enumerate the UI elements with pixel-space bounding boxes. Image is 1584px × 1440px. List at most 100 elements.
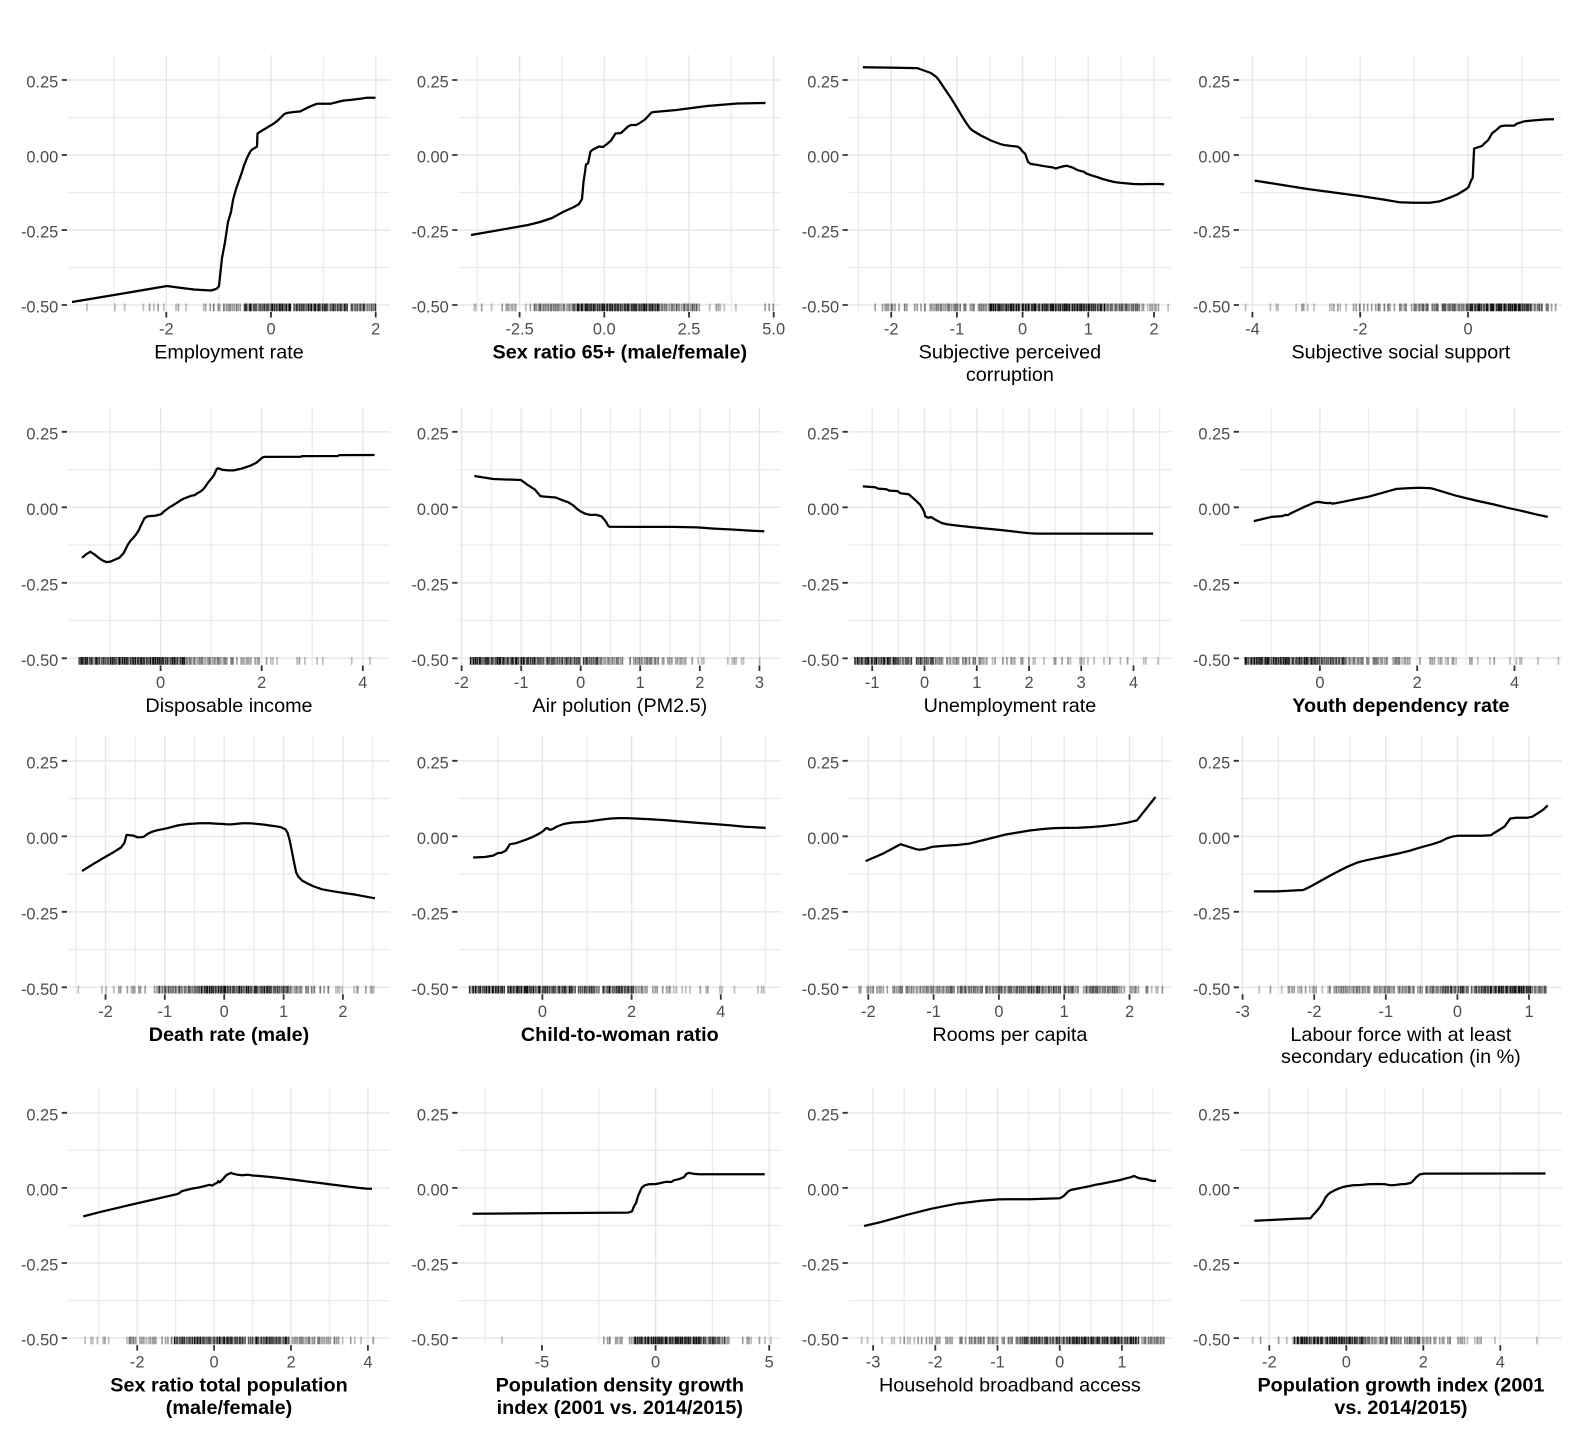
svg-text:-2: -2 [884,321,899,339]
svg-text:-2: -2 [861,1003,876,1021]
svg-text:0: 0 [1453,1003,1462,1021]
svg-text:-0.50: -0.50 [1193,981,1230,999]
svg-text:-3: -3 [1235,1003,1250,1021]
svg-text:-2: -2 [98,1003,113,1021]
svg-text:-0.25: -0.25 [802,224,839,242]
svg-text:-0.50: -0.50 [21,299,58,317]
svg-text:0.25: 0.25 [26,425,58,443]
svg-text:-1: -1 [865,674,880,692]
svg-text:0.00: 0.00 [26,1182,58,1200]
svg-text:0: 0 [651,1354,660,1372]
svg-text:-0.25: -0.25 [1193,905,1230,923]
svg-text:-0.25: -0.25 [411,905,448,923]
svg-text:(male/female): (male/female) [166,1397,292,1419]
svg-text:2: 2 [1413,674,1422,692]
svg-text:0.00: 0.00 [417,830,449,848]
svg-text:-0.50: -0.50 [802,1332,839,1350]
svg-text:0.00: 0.00 [26,149,58,167]
svg-text:0.25: 0.25 [807,74,839,92]
svg-text:0: 0 [156,674,165,692]
svg-text:Labour force with at least: Labour force with at least [1290,1024,1512,1046]
svg-text:Employment rate: Employment rate [154,342,304,364]
svg-text:Household broadband access: Household broadband access [879,1375,1141,1397]
svg-text:-0.50: -0.50 [411,652,448,670]
svg-text:2: 2 [1024,674,1033,692]
svg-text:4: 4 [358,674,367,692]
svg-text:Death rate (male): Death rate (male) [149,1024,310,1046]
svg-text:3: 3 [1077,674,1086,692]
svg-text:vs. 2014/2015): vs. 2014/2015) [1334,1397,1467,1419]
svg-text:0.25: 0.25 [1198,74,1230,92]
svg-text:-0.50: -0.50 [21,652,58,670]
svg-text:Disposable income: Disposable income [145,695,312,717]
svg-text:0.25: 0.25 [1198,425,1230,443]
svg-text:-0.25: -0.25 [802,576,839,594]
svg-text:2: 2 [627,1003,636,1021]
svg-text:Subjective social support: Subjective social support [1291,342,1510,364]
svg-text:2: 2 [257,674,266,692]
svg-text:1: 1 [279,1003,288,1021]
svg-text:-0.50: -0.50 [1193,652,1230,670]
svg-text:0.25: 0.25 [417,754,449,772]
svg-text:corruption: corruption [966,364,1054,386]
svg-text:Air polution (PM2.5): Air polution (PM2.5) [532,695,707,717]
svg-text:0.25: 0.25 [26,754,58,772]
svg-text:Subjective perceived: Subjective perceived [919,342,1102,364]
svg-text:-0.50: -0.50 [1193,1332,1230,1350]
svg-text:index (2001 vs. 2014/2015): index (2001 vs. 2014/2015) [497,1397,743,1419]
svg-text:-0.25: -0.25 [411,1257,448,1275]
svg-text:0.25: 0.25 [417,74,449,92]
svg-text:2: 2 [338,1003,347,1021]
svg-text:2: 2 [695,674,704,692]
svg-text:0: 0 [1018,321,1027,339]
svg-text:0.25: 0.25 [807,425,839,443]
svg-text:-4: -4 [1245,321,1260,339]
svg-text:-0.50: -0.50 [411,1332,448,1350]
svg-text:1: 1 [636,674,645,692]
svg-text:-0.25: -0.25 [1193,224,1230,242]
svg-text:2: 2 [1149,321,1158,339]
svg-text:Child-to-woman ratio: Child-to-woman ratio [521,1024,719,1046]
svg-text:-0.25: -0.25 [21,1257,58,1275]
svg-text:0: 0 [220,1003,229,1021]
svg-text:-2: -2 [454,674,469,692]
svg-text:Rooms per capita: Rooms per capita [932,1024,1087,1046]
svg-text:0.00: 0.00 [1198,501,1230,519]
svg-text:-0.25: -0.25 [802,1257,839,1275]
svg-text:2: 2 [1125,1003,1134,1021]
svg-text:-0.50: -0.50 [411,981,448,999]
svg-text:0: 0 [210,1354,219,1372]
svg-text:-0.50: -0.50 [411,299,448,317]
svg-text:-1: -1 [990,1354,1005,1372]
svg-text:0.00: 0.00 [807,830,839,848]
svg-text:4: 4 [363,1354,372,1372]
svg-text:0.00: 0.00 [807,149,839,167]
svg-text:0.25: 0.25 [807,754,839,772]
svg-text:-2: -2 [1262,1354,1277,1372]
svg-text:5: 5 [765,1354,774,1372]
svg-text:3: 3 [755,674,764,692]
svg-text:-0.25: -0.25 [21,576,58,594]
svg-text:-2: -2 [1353,321,1368,339]
svg-text:2.5: 2.5 [678,321,701,339]
svg-text:-0.25: -0.25 [1193,576,1230,594]
svg-text:-1: -1 [514,674,529,692]
svg-text:0.25: 0.25 [417,425,449,443]
svg-text:0: 0 [920,674,929,692]
svg-text:0.25: 0.25 [1198,1106,1230,1124]
svg-text:0: 0 [266,321,275,339]
svg-text:-1: -1 [926,1003,941,1021]
svg-text:0.25: 0.25 [417,1106,449,1124]
svg-text:5.0: 5.0 [762,321,785,339]
svg-text:-0.50: -0.50 [802,299,839,317]
svg-text:1: 1 [972,674,981,692]
svg-text:0.00: 0.00 [417,1182,449,1200]
svg-text:-2: -2 [1307,1003,1322,1021]
svg-text:-0.50: -0.50 [1193,299,1230,317]
svg-text:0.25: 0.25 [807,1106,839,1124]
svg-text:-0.50: -0.50 [802,652,839,670]
svg-text:2: 2 [286,1354,295,1372]
svg-text:-0.50: -0.50 [802,981,839,999]
svg-text:-2: -2 [159,321,174,339]
svg-text:-0.25: -0.25 [411,224,448,242]
